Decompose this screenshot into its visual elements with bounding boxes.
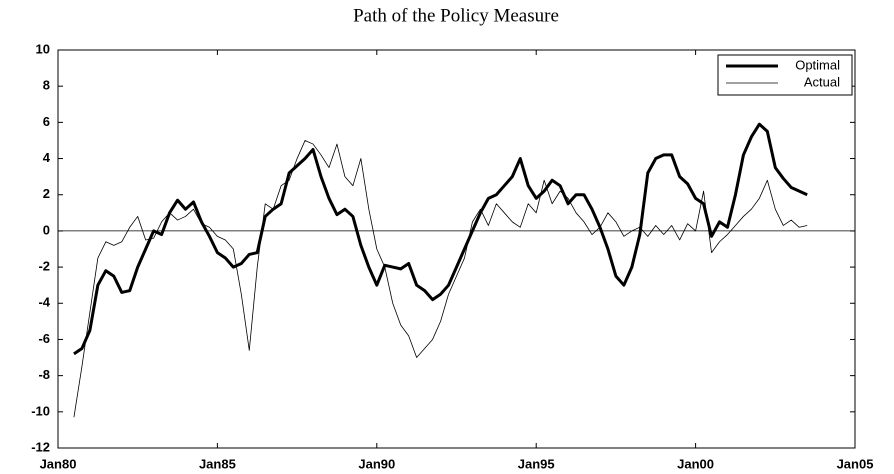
- x-tick-label: Jan00: [677, 456, 714, 471]
- series-line: [73, 122, 808, 356]
- y-tick-label: 10: [36, 41, 50, 56]
- y-tick-label: -6: [38, 331, 50, 346]
- y-tick-label: 4: [43, 150, 51, 165]
- y-tick-label: 8: [43, 78, 50, 93]
- series-line: [73, 140, 808, 418]
- legend-label: Actual: [804, 74, 840, 89]
- chart-title: Path of the Policy Measure: [353, 5, 559, 26]
- y-tick-label: -4: [38, 295, 50, 310]
- x-tick-label: Jan90: [358, 456, 395, 471]
- legend-box: [717, 54, 853, 96]
- plot-frame: [57, 49, 856, 449]
- x-tick-label: Jan85: [199, 456, 236, 471]
- x-tick-label: Jan05: [837, 456, 874, 471]
- y-tick-label: 0: [43, 222, 50, 237]
- y-tick-label: 6: [43, 114, 50, 129]
- x-tick-label: Jan95: [518, 456, 555, 471]
- y-tick-label: -8: [38, 367, 50, 382]
- y-tick-label: -12: [31, 439, 50, 454]
- legend-label: Optimal: [795, 57, 840, 72]
- y-tick-label: 2: [43, 186, 50, 201]
- x-tick-label: Jan80: [40, 456, 77, 471]
- y-tick-label: -10: [31, 403, 50, 418]
- y-tick-label: -2: [38, 259, 50, 274]
